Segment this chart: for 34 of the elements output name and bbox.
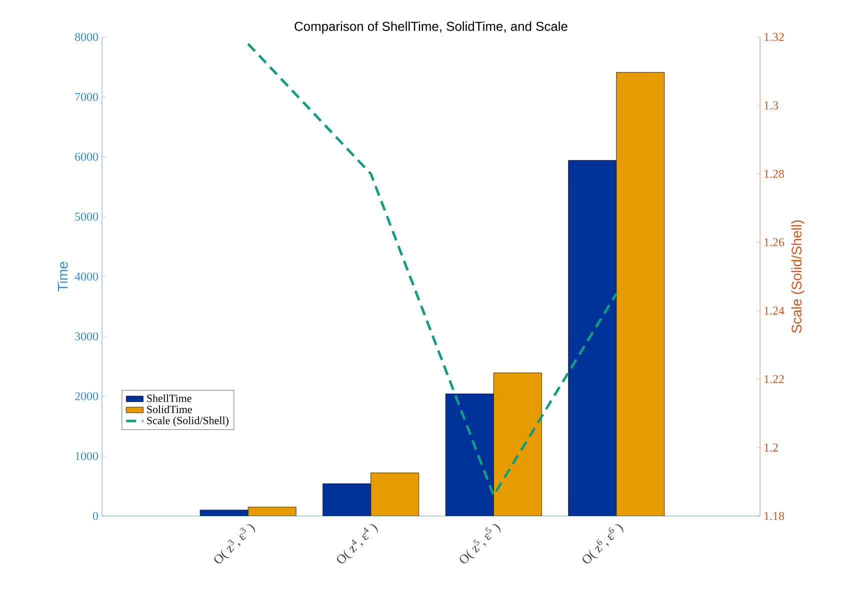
y-tick-label: 8000 <box>75 32 98 42</box>
bar <box>370 472 420 516</box>
x-tick-label: O( z$^{5}$, ε$^{5}$ ) <box>460 524 500 564</box>
y2-axis-title: Scale (Solid/Shell) <box>791 220 804 333</box>
bar <box>616 72 665 516</box>
bar <box>493 372 542 516</box>
bar <box>445 394 494 516</box>
y2-tick-label: 1.18 <box>764 512 784 520</box>
y-tick-label: 3000 <box>75 332 98 340</box>
y-tick-label: 4000 <box>74 272 98 281</box>
y2-tick-label: 1.22 <box>764 375 784 384</box>
y-tick-label: 2000 <box>75 392 98 400</box>
y-tick-label: 7000 <box>75 92 98 101</box>
legend-label: ShellTime <box>147 394 192 402</box>
legend-label: Scale (Solid/Shell) <box>147 416 228 426</box>
y-axis-title: Time <box>57 262 68 292</box>
y-tick-label: 6000 <box>75 152 98 161</box>
legend-label: SolidTime <box>147 405 192 414</box>
y2-tick-label: 1.2 <box>764 444 778 452</box>
y2-tick-label: 1.28 <box>764 170 784 178</box>
y2-tick-label: 1.24 <box>764 306 784 315</box>
bar <box>322 483 372 516</box>
y2-tick-label: 1.32 <box>764 32 784 42</box>
x-tick-label: O( z$^{3}$, ε$^{3}$ ) <box>214 524 255 564</box>
y2-tick-label: 1.3 <box>764 101 778 110</box>
y-tick-label: 1000 <box>76 452 98 460</box>
y2-tick-label: 1.26 <box>764 238 784 246</box>
y-tick-label: 0 <box>92 512 98 520</box>
bar <box>568 160 617 516</box>
chart-title: Comparison of ShellTime, SolidTime, and Scale <box>294 21 568 34</box>
y-tick-label: 5000 <box>75 212 98 221</box>
x-tick-label: O( z$^{4}$, ε$^{4}$ ) <box>337 524 378 564</box>
line-series <box>246 42 618 497</box>
x-tick-label: O( z$^{6}$, ε$^{6}$ ) <box>582 524 624 564</box>
